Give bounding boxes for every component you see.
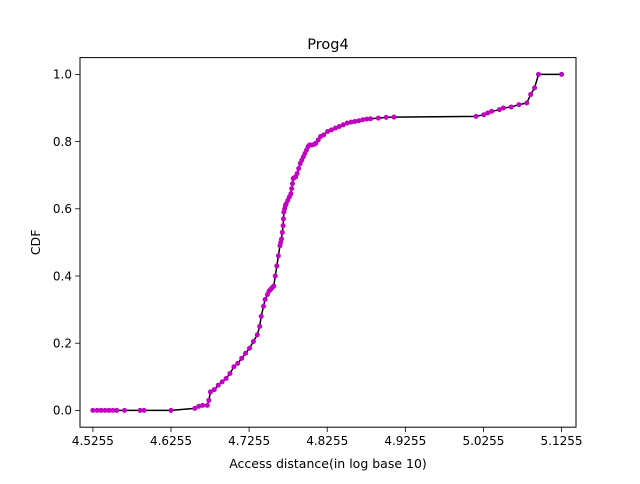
data-point xyxy=(211,387,217,393)
data-point xyxy=(196,403,202,409)
x-tick-label: 4.7255 xyxy=(228,434,270,448)
data-point xyxy=(559,71,565,77)
data-point xyxy=(340,122,346,128)
data-point xyxy=(274,263,280,269)
data-point xyxy=(368,116,374,122)
data-point xyxy=(336,123,342,129)
data-point xyxy=(352,118,358,124)
data-point xyxy=(206,397,212,403)
x-tick-label: 4.9255 xyxy=(384,434,426,448)
y-tick-label: 0.8 xyxy=(53,135,72,149)
data-point xyxy=(200,402,206,408)
data-point xyxy=(536,71,542,77)
x-tick-label: 5.0255 xyxy=(462,434,504,448)
data-point xyxy=(275,253,281,259)
y-axis-label: CDF xyxy=(28,230,43,256)
data-point xyxy=(246,345,252,351)
data-point xyxy=(383,114,389,120)
data-point xyxy=(294,171,300,177)
data-point xyxy=(524,100,530,106)
data-point xyxy=(532,85,538,91)
x-tick-label: 4.8255 xyxy=(306,434,348,448)
data-point xyxy=(98,407,104,413)
y-axis-ticks: 0.0 0.2 0.4 0.6 0.8 1.0 xyxy=(53,68,80,418)
data-point xyxy=(500,105,506,111)
data-point xyxy=(391,114,397,120)
data-point xyxy=(250,339,256,345)
data-point xyxy=(258,313,264,319)
y-tick-label: 0.6 xyxy=(53,202,72,216)
chart-title: Prog4 xyxy=(307,37,348,53)
data-point xyxy=(344,120,350,126)
data-point xyxy=(257,323,263,329)
data-point xyxy=(356,118,362,124)
data-point xyxy=(141,407,147,413)
data-point xyxy=(289,186,295,192)
data-point xyxy=(321,132,327,138)
data-point xyxy=(261,303,267,309)
axes-frame xyxy=(79,57,577,428)
data-point xyxy=(473,113,479,119)
data-point xyxy=(296,165,302,171)
data-point xyxy=(110,407,116,413)
data-point xyxy=(192,405,198,411)
data-point xyxy=(239,355,245,361)
data-point xyxy=(332,125,338,131)
data-point xyxy=(508,104,514,110)
x-axis-label: Access distance(in log base 10) xyxy=(229,456,427,471)
data-point xyxy=(288,191,294,197)
x-tick-label: 4.6255 xyxy=(150,434,192,448)
data-point xyxy=(94,407,100,413)
data-point xyxy=(496,107,502,113)
data-point xyxy=(364,116,370,122)
data-point xyxy=(516,102,522,108)
data-point xyxy=(254,332,260,338)
data-point xyxy=(279,229,285,235)
data-point xyxy=(279,236,285,242)
data-point xyxy=(106,407,112,413)
plot-area xyxy=(90,71,565,413)
y-tick-label: 0.0 xyxy=(53,404,72,418)
data-point xyxy=(235,360,241,366)
data-point xyxy=(215,382,221,388)
data-point xyxy=(271,283,277,289)
data-point xyxy=(489,108,495,114)
data-point xyxy=(375,115,381,121)
data-point xyxy=(272,273,278,279)
data-point xyxy=(280,216,286,222)
data-point xyxy=(348,119,354,125)
data-point xyxy=(137,407,143,413)
data-point xyxy=(223,375,229,381)
data-point xyxy=(114,407,120,413)
x-tick-label: 5.1255 xyxy=(541,434,583,448)
data-point xyxy=(485,110,491,116)
data-point xyxy=(329,127,335,133)
data-point xyxy=(90,407,96,413)
data-point xyxy=(481,112,487,118)
data-point xyxy=(219,379,225,385)
data-point xyxy=(280,223,286,229)
data-point xyxy=(528,92,534,98)
data-point xyxy=(243,350,249,356)
y-tick-label: 0.2 xyxy=(53,337,72,351)
data-point xyxy=(325,129,331,135)
data-point xyxy=(204,402,210,408)
data-point xyxy=(168,407,174,413)
data-point xyxy=(262,297,268,303)
x-tick-label: 4.5255 xyxy=(72,434,114,448)
data-point xyxy=(102,407,108,413)
y-tick-label: 0.4 xyxy=(53,269,72,283)
data-point xyxy=(227,370,233,376)
y-tick-label: 1.0 xyxy=(53,68,72,82)
data-point xyxy=(289,181,295,187)
data-point xyxy=(122,407,128,413)
data-point xyxy=(207,389,213,395)
data-point xyxy=(360,117,366,123)
data-point xyxy=(231,364,237,370)
x-axis-ticks: 4.5255 4.6255 4.7255 4.8255 4.9255 5.0255 5.12… xyxy=(72,427,583,448)
